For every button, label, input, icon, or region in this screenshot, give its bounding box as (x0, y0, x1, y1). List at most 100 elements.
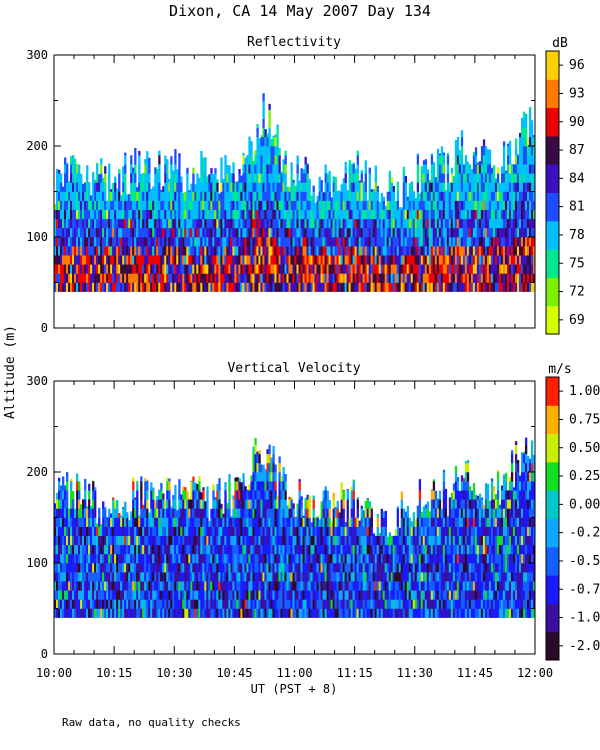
heatmap-cell (142, 246, 145, 256)
heatmap-cell (284, 282, 287, 292)
heatmap-cell (412, 237, 416, 247)
heatmap-cell (154, 517, 157, 527)
heatmap-cell (376, 264, 379, 274)
heatmap-cell (232, 535, 235, 546)
heatmap-cell (60, 517, 63, 527)
heatmap-cell (106, 581, 109, 591)
heatmap-cell (140, 264, 143, 274)
heatmap-cell (204, 237, 207, 247)
heatmap-cell (56, 200, 59, 210)
heatmap-cell (130, 581, 133, 591)
heatmap-cell (102, 553, 105, 564)
heatmap-cell (166, 282, 169, 292)
heatmap-cell (66, 481, 69, 491)
heatmap-cell (140, 490, 143, 500)
heatmap-cell (82, 608, 85, 618)
heatmap-cell (220, 273, 223, 283)
heatmap-cell (432, 273, 436, 283)
heatmap-cell (420, 218, 424, 229)
heatmap-cell (122, 166, 125, 174)
heatmap-cell (156, 526, 159, 536)
heatmap-cell (478, 282, 482, 292)
heatmap-cell (432, 182, 436, 192)
heatmap-cell (274, 173, 277, 183)
heatmap-cell (290, 237, 293, 247)
heatmap-cell (138, 182, 141, 192)
heatmap-cell (212, 218, 215, 229)
heatmap-cell (210, 526, 213, 536)
heatmap-cell (92, 535, 95, 546)
heatmap-cell (446, 173, 450, 183)
heatmap-cell (134, 255, 137, 265)
heatmap-cell (94, 490, 97, 500)
heatmap-cell (452, 255, 456, 265)
heatmap-cell (124, 246, 127, 256)
heatmap-cell (92, 572, 95, 582)
heatmap-cell (252, 544, 255, 555)
heatmap-cell (98, 182, 101, 192)
heatmap-cell (280, 273, 283, 283)
heatmap-cell (172, 495, 175, 500)
heatmap-cell (172, 572, 175, 582)
heatmap-cell (184, 526, 187, 536)
heatmap-cell (220, 209, 223, 220)
heatmap-cell (430, 273, 434, 283)
heatmap-cell (210, 599, 213, 609)
heatmap-cell (88, 255, 91, 265)
heatmap-cell (256, 481, 259, 491)
heatmap-cell (122, 218, 125, 229)
heatmap-cell (340, 200, 343, 210)
heatmap-cell (160, 499, 163, 509)
heatmap-cell (278, 273, 281, 283)
heatmap-cell (478, 161, 482, 165)
heatmap-cell (236, 608, 239, 618)
heatmap-cell (212, 544, 215, 555)
heatmap-cell (232, 227, 235, 238)
heatmap-cell (156, 264, 159, 274)
heatmap-cell (256, 462, 259, 473)
heatmap-cell (198, 590, 201, 600)
heatmap-cell (278, 227, 281, 238)
heatmap-cell (486, 273, 490, 283)
heatmap-cell (264, 200, 267, 210)
heatmap-cell (96, 227, 99, 238)
heatmap-cell (486, 191, 490, 201)
heatmap-cell (418, 282, 422, 292)
heatmap-cell (112, 499, 115, 509)
heatmap-cell (90, 508, 93, 518)
heatmap-cell (370, 264, 373, 274)
heatmap-cell (166, 490, 169, 500)
heatmap-cell (158, 155, 161, 165)
heatmap-cell (174, 218, 177, 229)
heatmap-cell (256, 246, 259, 256)
heatmap-cell (70, 164, 73, 174)
heatmap-cell (398, 207, 402, 210)
heatmap-cell (474, 227, 478, 238)
heatmap-cell (86, 563, 89, 573)
heatmap-cell (66, 162, 69, 165)
heatmap-cell (518, 264, 522, 274)
heatmap-cell (248, 155, 251, 165)
heatmap-cell (148, 572, 151, 582)
heatmap-cell (468, 282, 472, 292)
heatmap-cell (354, 237, 357, 247)
heatmap-cell (162, 282, 165, 292)
heatmap-cell (148, 553, 151, 564)
heatmap-cell (70, 508, 73, 518)
heatmap-cell (58, 173, 61, 183)
heatmap-cell (440, 182, 444, 192)
heatmap-cell (224, 191, 227, 201)
heatmap-cell (186, 246, 189, 256)
heatmap-cell (268, 218, 271, 229)
heatmap-cell (256, 136, 259, 147)
heatmap-cell (214, 508, 217, 518)
heatmap-cell (272, 273, 275, 283)
heatmap-cell (404, 237, 408, 247)
heatmap-cell (60, 499, 63, 509)
heatmap-cell (90, 581, 93, 591)
heatmap-cell (110, 572, 113, 582)
heatmap-cell (372, 273, 375, 283)
heatmap-cell (80, 227, 83, 238)
heatmap-cell (530, 182, 534, 192)
heatmap-cell (102, 526, 105, 536)
